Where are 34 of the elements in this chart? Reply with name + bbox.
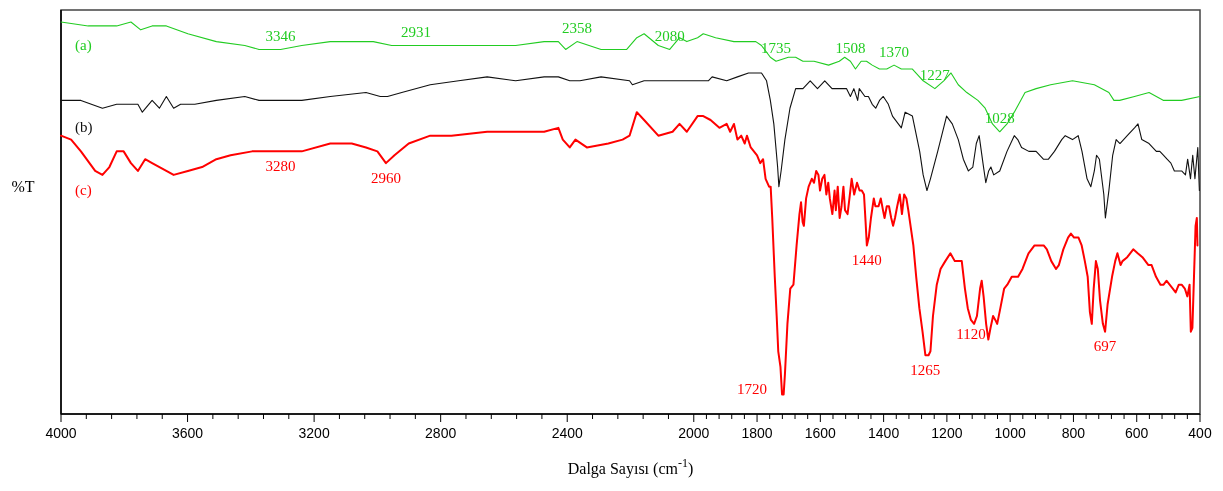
x-tick-label: 2000 [678,425,710,441]
x-tick-label: 800 [1061,425,1086,441]
x-tick-label: 2800 [425,425,457,441]
series-label: (c) [75,181,92,199]
series-label: (a) [75,36,92,54]
annotation: 1720 [737,380,768,397]
x-tick-label: 400 [1188,425,1212,441]
annotation: 1120 [956,326,986,343]
annotation: 2931 [400,23,431,40]
annotation: 1440 [851,251,882,268]
annotation: 2358 [562,20,593,37]
x-tick-label: 3200 [298,425,330,441]
annotation: 3280 [265,157,296,174]
x-tick-label: 1000 [994,425,1026,441]
series-label: (b) [75,119,93,137]
x-tick-label: 600 [1125,425,1149,441]
x-tick-label: 3600 [171,425,204,441]
annotation: 1370 [879,43,910,60]
annotation: 3346 [265,27,297,44]
x-tick-label: 1600 [804,425,837,441]
annotation: 1227 [919,67,951,84]
x-tick-label: 1200 [931,425,963,441]
x-tick-label: 4000 [45,425,77,441]
x-axis-title: Dalga Sayısı (cm$^{-1}$) [567,456,694,478]
annotation: 1508 [835,39,866,56]
y-axis-title: %T [11,178,35,195]
x-tick-label: 2400 [551,425,583,441]
x-tick-label: 1800 [741,425,773,441]
annotation: 2080 [654,27,685,44]
annotation: 1735 [761,39,792,56]
x-tick-label: 1400 [868,425,900,441]
annotation: 1265 [910,361,941,378]
annotation: 697 [1093,338,1117,355]
annotation: 2960 [370,169,401,186]
